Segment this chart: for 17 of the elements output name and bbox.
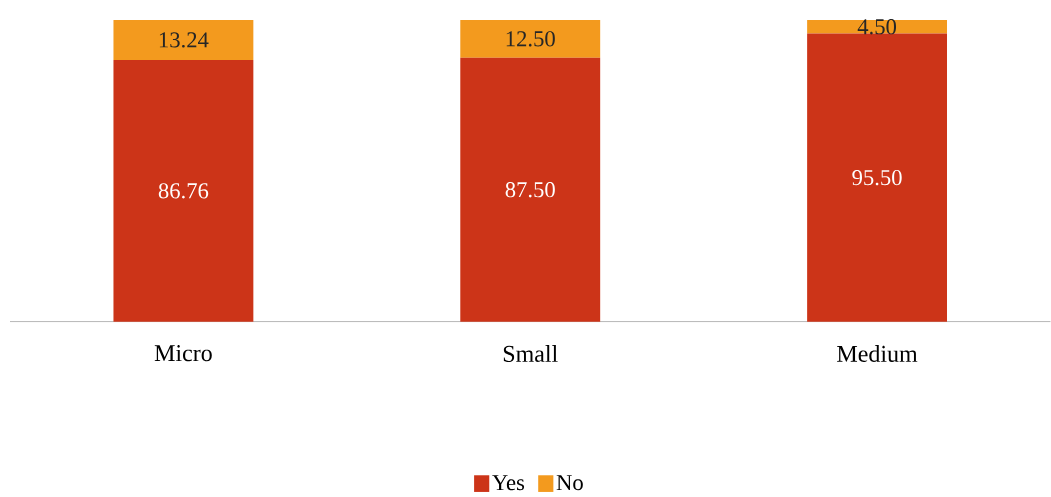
- legend-label: Yes: [492, 475, 525, 491]
- bar: [460, 19, 601, 58]
- bar: [113, 19, 254, 60]
- legend-label: No: [556, 475, 583, 491]
- bar: [807, 19, 948, 34]
- x-tick-label: Small: [503, 344, 558, 362]
- data-label: 13.24: [159, 32, 209, 48]
- x-tick-label: Micro: [154, 344, 212, 362]
- bar: [460, 57, 601, 322]
- data-label: 86.76: [158, 182, 209, 199]
- data-label: 12.50: [506, 30, 555, 47]
- bar: [113, 59, 254, 322]
- bar: [807, 33, 948, 322]
- data-label: 95.50: [852, 169, 902, 186]
- x-tick-label: Medium: [837, 344, 918, 362]
- data-label: 4.50: [857, 18, 897, 35]
- data-label: 87.50: [505, 181, 555, 198]
